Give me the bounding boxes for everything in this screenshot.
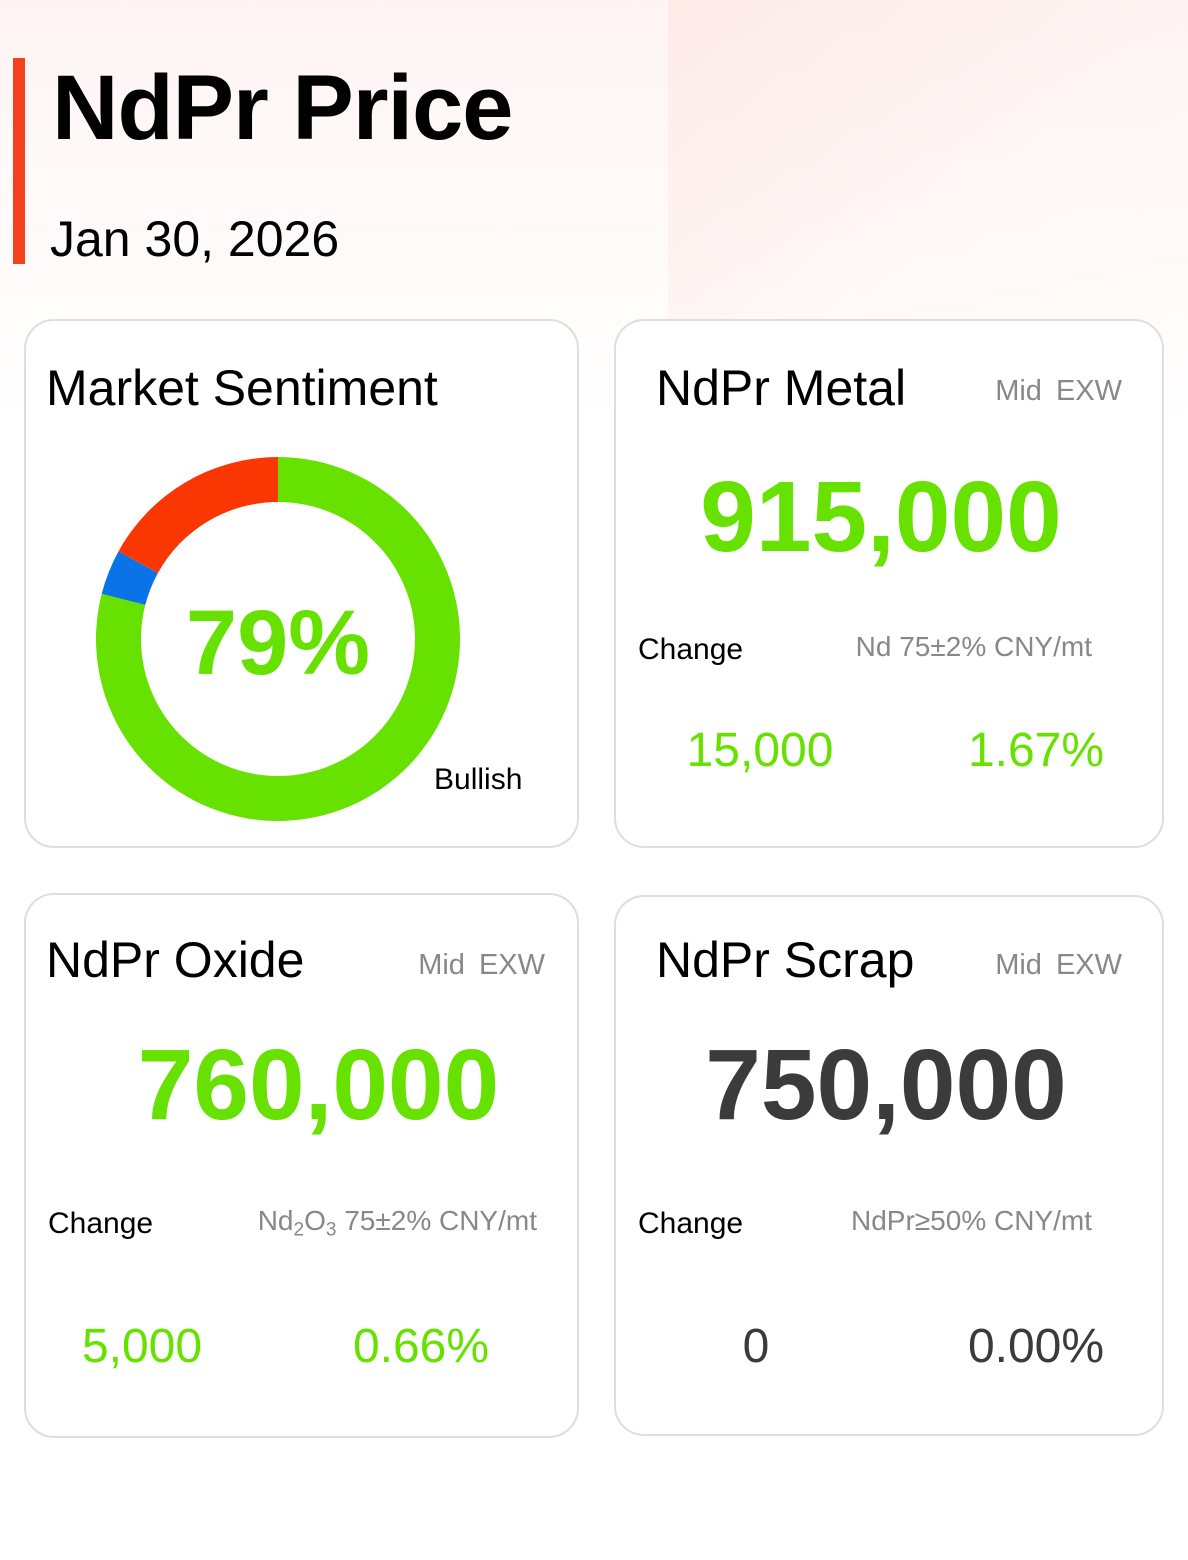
ndpr-scrap-card: NdPr Scrap Mid EXW 750,000 Change NdPr≥50… <box>614 895 1164 1436</box>
exw-label: EXW <box>1055 949 1122 981</box>
card-title: NdPr Oxide <box>46 932 305 988</box>
donut-segment-bearish <box>118 457 279 573</box>
change-label: Change <box>48 1207 154 1240</box>
sentiment-donut-chart <box>95 457 460 821</box>
ndpr-metal-card: NdPr Metal Mid EXW 915,000 Change Nd 75±2… <box>614 319 1164 848</box>
price-value: 915,000 <box>700 461 1062 573</box>
mid-label: Mid <box>418 949 465 981</box>
exw-label: EXW <box>478 949 545 981</box>
mid-label: Mid <box>995 375 1042 407</box>
sentiment-percentage: 79% <box>185 592 371 694</box>
product-spec: Nd 75±2% CNY/mt <box>855 631 1092 662</box>
exw-label: EXW <box>1055 375 1122 407</box>
card-title: NdPr Metal <box>656 360 907 416</box>
change-percent: 0.00% <box>967 1320 1105 1373</box>
sentiment-caption: Bullish <box>434 763 523 796</box>
product-spec: Nd2O3 75±2% CNY/mt <box>257 1205 537 1241</box>
change-amount: 15,000 <box>686 724 834 777</box>
page-title: NdPr Price <box>52 57 513 159</box>
price-basis: Mid EXW <box>995 951 1122 980</box>
price-basis: Mid EXW <box>418 951 545 980</box>
card-title: Market Sentiment <box>46 360 438 416</box>
change-percent: 1.67% <box>967 724 1105 777</box>
donut-segment-neutral <box>101 551 158 605</box>
product-spec: NdPr≥50% CNY/mt <box>851 1205 1092 1236</box>
change-label: Change <box>638 1207 744 1240</box>
market-sentiment-card: Market Sentiment 79% Bullish <box>24 319 579 848</box>
page-date: Jan 30, 2026 <box>50 211 340 267</box>
price-value: 760,000 <box>137 1029 500 1141</box>
card-title: NdPr Scrap <box>656 932 915 988</box>
change-percent: 0.66% <box>352 1320 490 1373</box>
price-value: 750,000 <box>705 1029 1067 1141</box>
price-basis: Mid EXW <box>995 377 1122 406</box>
mid-label: Mid <box>995 949 1042 981</box>
title-accent-bar <box>13 58 25 264</box>
ndpr-oxide-card: NdPr Oxide Mid EXW 760,000 Change Nd2O3 7… <box>24 893 579 1438</box>
change-amount: 0 <box>742 1320 770 1373</box>
change-amount: 5,000 <box>81 1320 203 1373</box>
change-label: Change <box>638 633 744 666</box>
